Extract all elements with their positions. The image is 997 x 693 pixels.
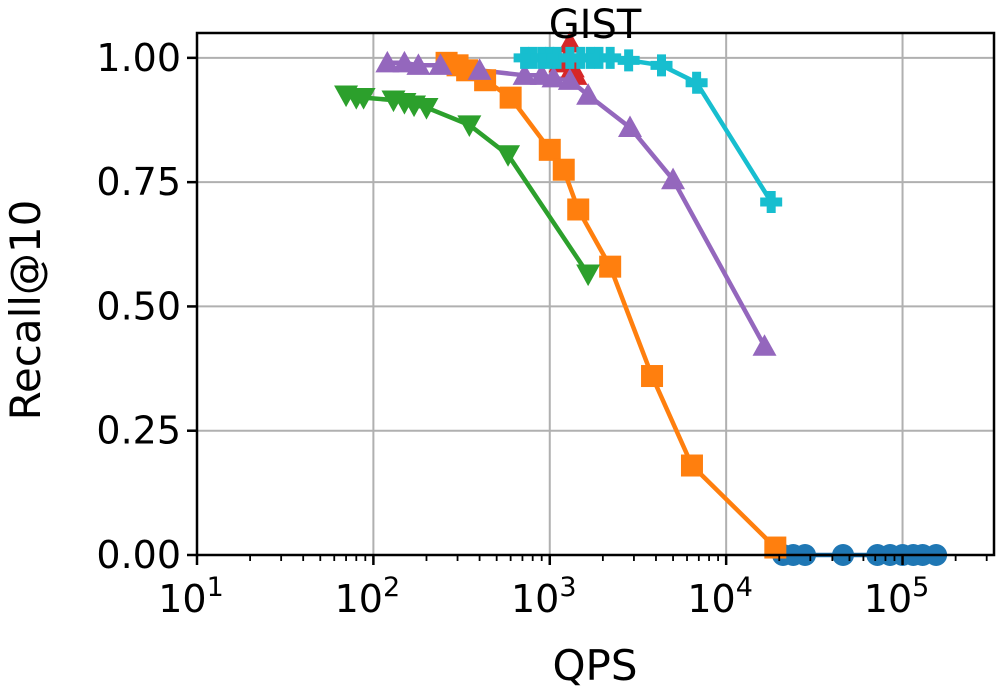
y-tick-labels: 0.00 0.25 0.50 0.75 1.00 — [96, 36, 181, 577]
ticks — [187, 56, 988, 565]
data-point-triangle-down — [576, 264, 601, 287]
data-point-square — [641, 365, 664, 388]
x-tick-base: 10 — [158, 577, 206, 621]
plot-frame — [195, 31, 996, 557]
chart-title: GIST — [549, 2, 642, 48]
data-point-square — [567, 198, 590, 221]
data-point-triangle-up — [512, 63, 537, 85]
x-tick-label: 105 — [864, 572, 930, 621]
data-point-triangle-up — [752, 334, 777, 356]
x-tick-label: 104 — [687, 572, 753, 621]
x-tick-exponent: 3 — [559, 572, 576, 603]
x-tick-exponent: 4 — [736, 572, 753, 603]
data-point-square — [499, 86, 522, 109]
data-point-triangle-down — [414, 97, 439, 120]
data-point-triangle-up — [406, 53, 431, 75]
series-markers-purple-triangle-up — [375, 50, 777, 356]
data-point-triangle-up — [576, 83, 601, 105]
y-tick-label: 1.00 — [96, 36, 181, 80]
data-point-plus — [650, 54, 673, 77]
data-point-triangle-up — [541, 65, 566, 88]
data-point-triangle-up — [467, 58, 492, 80]
x-tick-label: 103 — [511, 572, 577, 621]
x-tick-exponent: 5 — [912, 572, 929, 603]
data-point-triangle-up — [661, 167, 686, 190]
data-point-square — [599, 255, 622, 278]
x-tick-exponent: 2 — [383, 572, 400, 603]
data-point-square — [538, 138, 561, 161]
data-point-triangle-up — [557, 68, 582, 90]
data-point-triangle-down — [457, 115, 482, 137]
x-tick-exponent: 1 — [207, 572, 224, 603]
y-tick-label: 0.75 — [96, 160, 181, 204]
data-point-square — [552, 158, 575, 181]
data-point-triangle-up — [392, 50, 417, 73]
data-point-plus — [617, 49, 640, 72]
x-tick-labels: 101 102 103 104 105 — [158, 572, 929, 621]
data-point-triangle-down — [496, 145, 521, 167]
x-tick-label: 101 — [158, 572, 224, 621]
data-point-triangle-up — [428, 53, 453, 75]
data-point-plus — [599, 46, 622, 69]
x-tick-label: 102 — [335, 572, 401, 621]
data-point-plus — [685, 71, 708, 94]
data-point-triangle-up — [617, 115, 642, 138]
series-markers-cyan-plus — [513, 46, 783, 214]
data-point-plus — [760, 191, 783, 214]
data-point-square — [680, 454, 703, 477]
data-point-plus — [546, 46, 569, 69]
data-point-plus — [587, 46, 610, 69]
y-tick-label: 0.50 — [96, 284, 181, 328]
series-markers-orange-square — [435, 51, 787, 559]
series-markers-green-triangle-down — [334, 85, 601, 287]
x-tick-base: 10 — [511, 577, 559, 621]
x-tick-base: 10 — [687, 577, 735, 621]
data-point-square — [764, 536, 787, 559]
y-tick-label: 0.25 — [96, 409, 181, 453]
x-tick-base: 10 — [335, 577, 383, 621]
data-point-triangle-down — [351, 88, 376, 110]
x-axis-title: QPS — [552, 641, 637, 690]
data-point-triangle-up — [557, 30, 582, 53]
x-tick-base: 10 — [864, 577, 912, 621]
y-axis-title: Recall@10 — [1, 200, 50, 421]
data-point-triangle-up — [375, 50, 400, 73]
y-tick-label: 0.00 — [96, 533, 181, 577]
